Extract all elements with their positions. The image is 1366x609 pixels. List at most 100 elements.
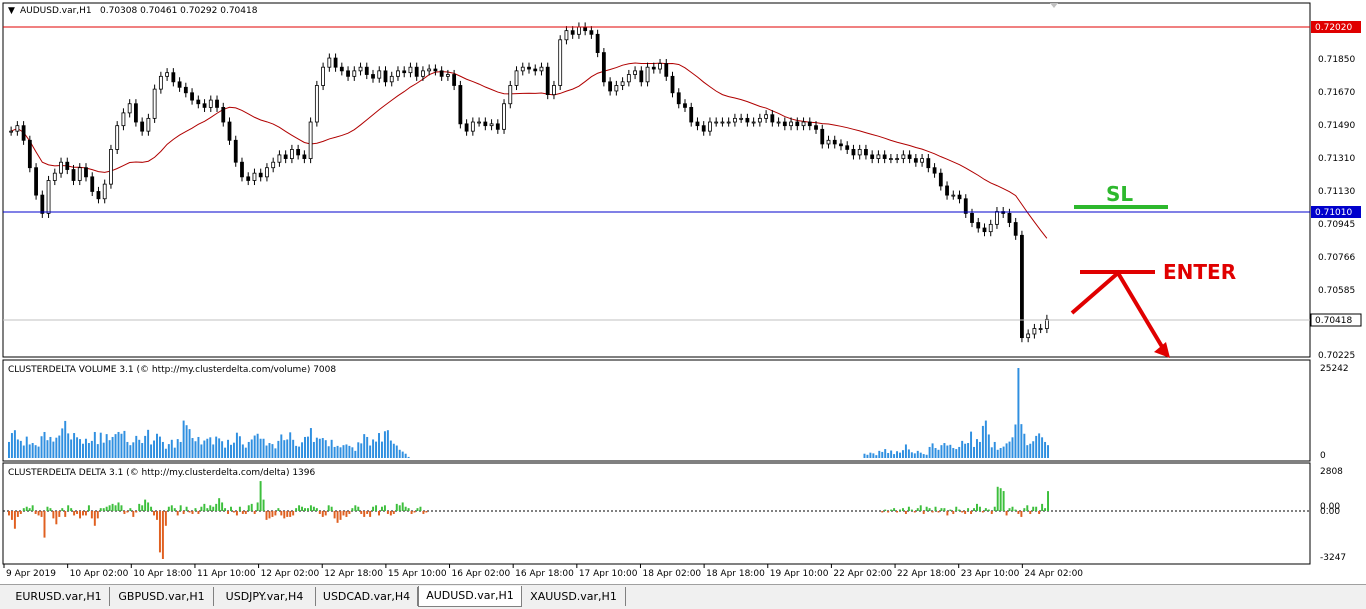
tab-gbpusd[interactable]: GBPUSD.var,H1 <box>110 587 214 606</box>
volume-bar <box>90 440 93 458</box>
volume-bar <box>1047 445 1049 458</box>
delta-bar-positive <box>150 506 153 511</box>
volume-bar <box>916 450 919 458</box>
volume-bar <box>321 438 324 458</box>
moving-average-line <box>10 62 1048 239</box>
volume-bar <box>901 450 904 458</box>
volume-indicator-pane[interactable]: CLUSTERDELTA VOLUME 3.1 (© http://my.clu… <box>0 358 1366 462</box>
candle-body <box>402 70 407 74</box>
delta-bar-negative <box>386 511 389 514</box>
candle-body <box>789 121 793 127</box>
candle-body <box>246 176 251 181</box>
delta-bar-negative <box>324 511 327 516</box>
volume-bar <box>55 437 58 458</box>
candle-body <box>839 143 843 147</box>
volume-bar <box>161 441 164 458</box>
delta-bar-positive <box>111 503 114 511</box>
chart-menu-triangle-icon[interactable]: ▼ <box>8 6 15 16</box>
delta-bar-positive <box>238 506 241 511</box>
delta-bar-positive <box>1014 509 1017 511</box>
time-label: 12 Apr 02:00 <box>261 569 320 579</box>
candle-body <box>982 227 987 233</box>
volume-bar <box>931 443 934 458</box>
volume-bar <box>289 432 292 458</box>
price-label: 0.70585 <box>1318 286 1355 296</box>
candle-body <box>807 121 812 127</box>
candle-body <box>857 149 862 156</box>
candle-body <box>945 185 949 196</box>
delta-bar-positive <box>295 508 298 511</box>
volume-bar <box>395 445 398 458</box>
candle-body <box>308 121 313 159</box>
candle-body <box>502 103 506 130</box>
volume-bar <box>79 439 82 458</box>
volume-bar <box>1008 441 1011 458</box>
candle-body <box>639 70 644 83</box>
volume-bar <box>386 430 389 458</box>
candle-body <box>545 66 550 96</box>
volume-bar <box>179 441 182 458</box>
delta-bar-negative <box>931 511 934 513</box>
delta-bar-negative <box>896 511 899 513</box>
tab-eurusd[interactable]: EURUSD.var,H1 <box>8 587 110 606</box>
delta-bar-negative <box>8 511 10 516</box>
candle-body <box>233 139 238 163</box>
time-label: 16 Apr 18:00 <box>515 569 574 579</box>
candle-body <box>177 81 182 88</box>
delta-bar-positive <box>301 506 304 511</box>
scroll-indicator-icon[interactable] <box>1050 3 1058 8</box>
volume-bar <box>1026 445 1029 458</box>
sl-price-tag <box>1311 206 1361 218</box>
delta-bar-positive <box>1041 503 1044 511</box>
delta-bar-negative <box>292 511 295 516</box>
candle-body <box>227 121 232 141</box>
delta-bar-negative <box>188 511 191 513</box>
volume-bar <box>378 433 380 458</box>
volume-bar <box>262 438 265 458</box>
candle-body <box>882 154 887 159</box>
candle-body <box>183 86 188 94</box>
price-chart[interactable]: SL ENTER ▼ AUDUSD.var,H1 0.70308 0.70461… <box>0 0 1366 360</box>
delta-bar-negative <box>268 511 271 519</box>
tab-audusd[interactable]: AUDUSD.var,H1 <box>418 586 522 607</box>
volume-bar <box>102 442 105 458</box>
delta-bar-positive <box>901 508 904 511</box>
volume-bar <box>292 439 295 458</box>
delta-bar-positive <box>46 506 49 511</box>
delta-bar-positive <box>1023 508 1026 511</box>
candle-body <box>564 30 569 41</box>
delta-bar-negative <box>227 511 230 514</box>
delta-indicator-pane[interactable]: CLUSTERDELTA DELTA 3.1 (© http://my.clus… <box>0 461 1366 565</box>
candle-body <box>1026 333 1031 339</box>
volume-bar <box>987 434 990 458</box>
tab-xauusd[interactable]: XAUUSD.var,H1 <box>522 587 626 606</box>
candle-body <box>383 70 388 83</box>
volume-bar <box>93 431 96 458</box>
candle-body <box>614 85 619 92</box>
delta-bar-positive <box>999 488 1002 511</box>
delta-bar-negative <box>339 511 342 520</box>
delta-bar-positive <box>1026 505 1029 511</box>
volume-bar <box>64 420 67 458</box>
candle-body <box>458 85 463 125</box>
candle-body <box>870 154 875 159</box>
delta-bar-positive <box>312 506 315 511</box>
candle-body <box>776 121 781 124</box>
price-axis: 0.71850 0.71670 0.71490 0.71310 0.71130 … <box>1318 55 1355 360</box>
candle-body <box>46 180 51 214</box>
candle-body <box>265 167 269 178</box>
delta-bar-positive <box>306 508 309 511</box>
delta-bar-negative <box>176 511 179 516</box>
candle-body <box>77 167 82 181</box>
candle-body <box>995 211 999 225</box>
volume-bar <box>354 450 357 458</box>
price-label: 0.71670 <box>1318 88 1355 98</box>
delta-bar-negative <box>937 511 940 513</box>
tab-usdcad[interactable]: USDCAD.var,H4 <box>316 587 418 606</box>
volume-bar <box>96 444 99 458</box>
volume-bar <box>185 425 188 458</box>
candle-body <box>202 103 207 108</box>
tab-usdjpy[interactable]: USDJPY.var,H4 <box>214 587 316 606</box>
delta-bar-negative <box>1005 511 1008 516</box>
delta-bar-positive <box>1002 491 1005 511</box>
